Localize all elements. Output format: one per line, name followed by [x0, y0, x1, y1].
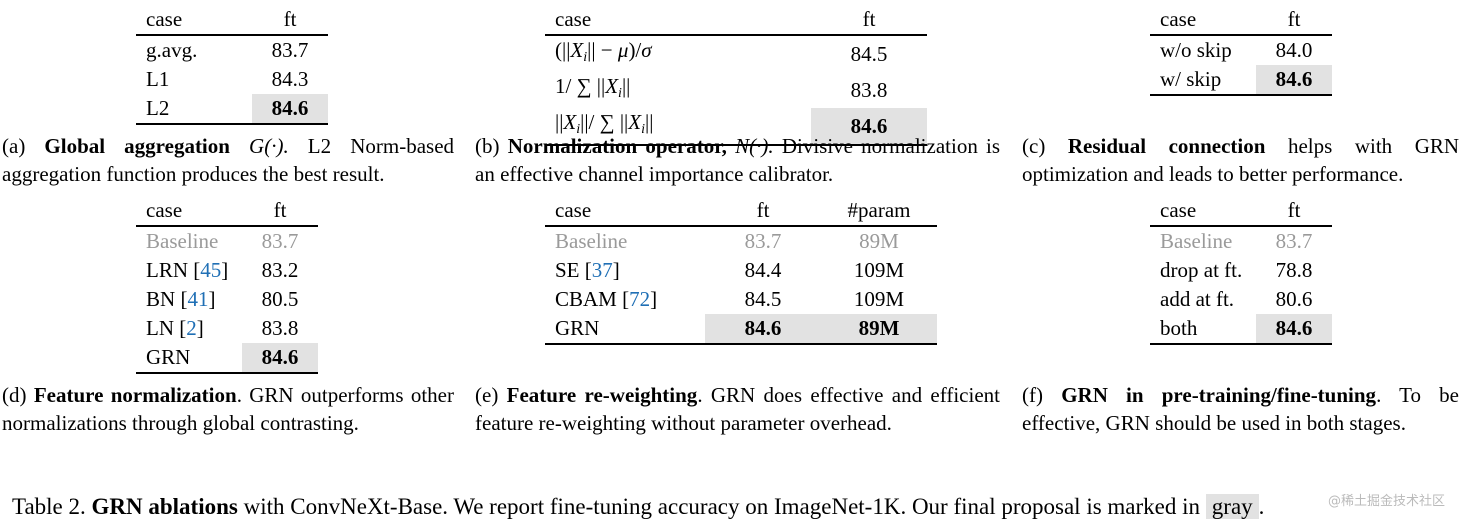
table-row: LN [2] 83.8	[146, 316, 299, 340]
table-row: w/o skip 84.0	[1160, 38, 1313, 62]
col-ft: ft	[1256, 4, 1332, 36]
table-row: GRN 84.6	[136, 343, 318, 374]
citation-link[interactable]: 41	[187, 287, 209, 311]
gray-highlight-sample: gray	[1205, 494, 1259, 519]
formula-cell: (||Xi|| − μ)/σ	[555, 38, 652, 65]
table-row: 1/ ∑ ||Xi|| 83.8	[545, 72, 927, 108]
col-case: case	[136, 195, 242, 227]
citation-link[interactable]: 37	[591, 258, 613, 282]
formula-cell: 1/ ∑ ||Xi||	[555, 74, 631, 101]
table-row: add at ft. 80.6	[1160, 287, 1313, 311]
col-case: case	[1150, 195, 1256, 227]
col-case: case	[1150, 4, 1256, 36]
caption-c: (c) Residual connection helps with GRN o…	[1022, 134, 1459, 186]
col-case: case	[545, 4, 811, 36]
col-ft: ft	[705, 195, 821, 227]
table-row: ||Xi||/ ∑ ||Xi|| 84.6	[545, 108, 927, 146]
table-row: GRN 84.6 89M	[545, 314, 937, 345]
caption-b: (b) Normalization operator, N(·). Divisi…	[475, 134, 1001, 186]
table-a: case ft g.avg. 83.7 L1 84.3 L2 84.6	[136, 4, 328, 125]
watermark: @稀土掘金技术社区	[1327, 494, 1445, 509]
table-row: (||Xi|| − μ)/σ 84.5	[545, 35, 927, 72]
table-b: case ft (||Xi|| − μ)/σ 84.5 1/ ∑ ||Xi|| 83.…	[545, 4, 927, 146]
col-case: case	[545, 195, 705, 227]
table-row: L1 84.3	[146, 67, 309, 91]
caption-f: (f) GRN in pre-training/fine-tuning. To …	[1022, 383, 1459, 435]
formula-cell: ||Xi||/ ∑ ||Xi||	[545, 108, 811, 146]
table-row: L2 84.6	[136, 94, 328, 125]
caption-e: (e) Feature re-weighting. GRN does effec…	[475, 383, 1000, 435]
table-f: case ft Baseline 83.7 drop at ft. 78.8 add …	[1150, 195, 1332, 345]
table-row: Baseline 83.7	[1160, 229, 1313, 253]
table-row: LRN [45] 83.2	[146, 258, 299, 282]
table-row: w/ skip 84.6	[1150, 65, 1332, 96]
col-param: #param	[821, 195, 937, 227]
citation-link[interactable]: 72	[629, 287, 651, 311]
citation-link[interactable]: 2	[186, 316, 197, 340]
table-row: Baseline 83.7	[146, 229, 299, 253]
table-caption: Table 2. GRN ablations with ConvNeXt-Bas…	[12, 494, 1265, 519]
caption-d: (d) Feature normalization. GRN outperfor…	[2, 383, 454, 435]
table-e: case ft #param Baseline 83.7 89M SE [37] 84.4…	[545, 195, 937, 345]
table-row: both 84.6	[1150, 314, 1332, 345]
table-row: Baseline 83.7 89M	[555, 229, 899, 253]
table-d: case ft Baseline 83.7 LRN [45] 83.2 BN [41]…	[136, 195, 318, 374]
col-case: case	[136, 4, 252, 36]
table-row: SE [37] 84.4 109M	[555, 258, 905, 282]
col-ft: ft	[811, 4, 927, 36]
caption-a: (a) Global aggregation G(·). L2 Norm-bas…	[2, 134, 455, 186]
col-ft: ft	[1256, 195, 1332, 227]
table-row: drop at ft. 78.8	[1160, 258, 1313, 282]
table-row: BN [41] 80.5	[146, 287, 299, 311]
table-c: case ft w/o skip 84.0 w/ skip 84.6	[1150, 4, 1332, 96]
table-row: g.avg. 83.7	[146, 38, 309, 62]
table-row: CBAM [72] 84.5 109M	[555, 287, 905, 311]
col-ft: ft	[252, 4, 328, 36]
citation-link[interactable]: 45	[200, 258, 222, 282]
col-ft: ft	[242, 195, 318, 227]
